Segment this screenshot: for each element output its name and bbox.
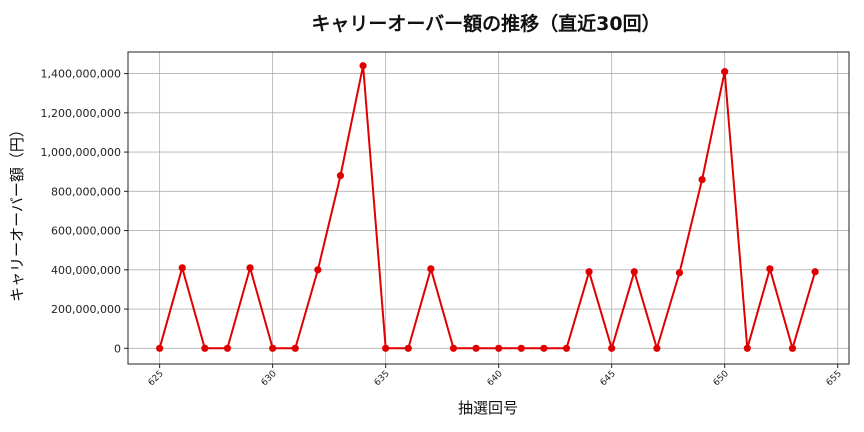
data-point	[743, 344, 751, 352]
data-point	[246, 264, 254, 272]
x-tick-label: 655	[825, 369, 844, 388]
data-point	[291, 344, 299, 352]
data-point	[630, 268, 638, 276]
y-tick-label: 200,000,000	[51, 303, 121, 316]
chart-title: キャリーオーバー額の推移（直近30回）	[311, 12, 660, 35]
data-point	[811, 268, 819, 276]
data-point	[427, 265, 435, 273]
y-tick-label: 1,000,000,000	[41, 146, 121, 159]
y-axis-ticks: 0 200,000,000 400,000,000 600,000,000 800,00…	[41, 68, 128, 355]
data-point	[766, 265, 774, 273]
x-tick-label: 630	[260, 369, 279, 388]
y-axis-label: キャリーオーバー額（円）	[8, 122, 26, 302]
data-point	[675, 269, 684, 277]
x-tick-label: 645	[599, 369, 618, 388]
data-point	[540, 344, 548, 352]
data-point	[608, 344, 616, 352]
data-point	[269, 344, 277, 352]
data-point	[156, 344, 164, 352]
plot-frame	[127, 51, 850, 365]
data-point	[562, 344, 571, 352]
x-tick-label: 650	[712, 369, 731, 388]
data-point	[223, 344, 232, 352]
data-point	[721, 68, 729, 76]
data-point	[653, 344, 661, 352]
data-point	[404, 344, 412, 352]
data-point	[178, 264, 186, 272]
data-point	[314, 266, 322, 274]
data-point	[698, 175, 706, 184]
x-tick-label: 635	[373, 369, 392, 388]
data-point	[201, 344, 209, 352]
data-point	[495, 344, 503, 352]
y-tick-label: 400,000,000	[51, 264, 121, 277]
y-tick-label: 0	[114, 342, 121, 355]
y-tick-label: 1,400,000,000	[41, 68, 121, 81]
series-line	[158, 65, 817, 352]
x-tick-label: 640	[486, 369, 505, 388]
data-point	[359, 62, 367, 70]
x-tick-label: 625	[147, 369, 166, 388]
data-point	[472, 344, 480, 352]
data-point	[788, 344, 797, 352]
data-point	[585, 268, 593, 276]
data-point	[382, 344, 390, 352]
x-axis-label: 抽選回号	[458, 399, 518, 417]
data-point	[449, 344, 458, 352]
series-layer	[156, 62, 819, 352]
data-point	[336, 172, 345, 180]
data-point	[517, 344, 525, 352]
y-tick-label: 800,000,000	[51, 185, 121, 198]
x-axis-ticks: 625 630 635 640 645 650 655	[147, 364, 844, 388]
y-tick-label: 600,000,000	[51, 225, 121, 238]
y-tick-label: 1,200,000,000	[41, 107, 121, 120]
